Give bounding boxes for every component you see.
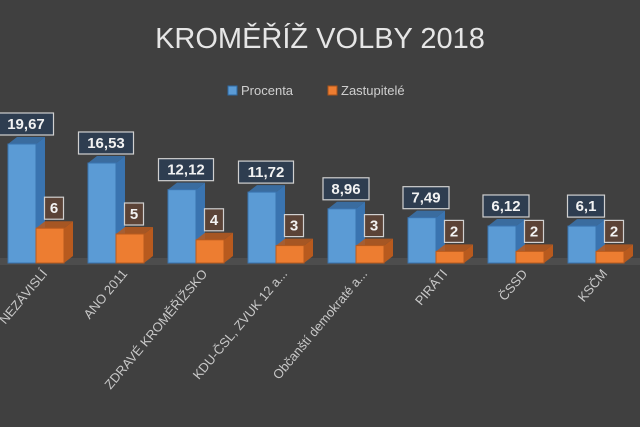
data-label: 11,72: [248, 164, 285, 181]
bar-front: [247, 191, 277, 264]
data-label: 2: [450, 223, 458, 240]
bar-top: [568, 219, 605, 227]
bar-zastupitelé: [115, 227, 153, 264]
bar-top: [436, 244, 473, 252]
data-label-box: [283, 214, 305, 238]
bar-front: [167, 189, 197, 264]
bar-top: [196, 232, 233, 240]
data-label-box: [237, 160, 295, 184]
bar-front: [487, 225, 517, 264]
data-label: 2: [530, 223, 538, 240]
bar-zastupitelé: [35, 221, 73, 264]
bar-side: [144, 227, 153, 263]
chart-floor: [0, 258, 640, 265]
bar-front: [327, 208, 357, 264]
bar-front: [195, 239, 225, 264]
category-label: NEZÁVISLÍ: [0, 266, 51, 327]
bar-side: [464, 244, 473, 263]
category-label: ANO 2011: [80, 266, 130, 321]
data-label: 3: [290, 218, 298, 235]
bar-front: [355, 245, 385, 264]
bar-top: [36, 221, 73, 229]
bar-zastupitelé: [195, 232, 233, 264]
bar-side: [304, 238, 313, 263]
bar-front: [515, 250, 545, 264]
bar-top: [356, 238, 393, 246]
data-label: 16,53: [87, 135, 125, 152]
data-label: 12,12: [167, 162, 205, 179]
data-label: 3: [370, 218, 378, 235]
data-label-box: [566, 194, 606, 218]
data-label-box: [363, 214, 385, 238]
data-label-box: [482, 194, 530, 218]
bar-top: [596, 244, 633, 252]
bar-zastupitelé: [275, 238, 313, 264]
bar-zastupitelé: [355, 238, 393, 264]
category-label: PIRÁTI: [412, 266, 450, 308]
bar-side: [64, 221, 73, 263]
bar-top: [116, 227, 153, 234]
legend-swatch-procenta: [227, 85, 238, 96]
bar-zastupitelé: [595, 244, 633, 264]
bar-front: [115, 233, 145, 264]
data-label: 6,1: [576, 198, 597, 215]
bar-side: [624, 244, 633, 263]
data-label-box: [157, 158, 215, 182]
legend-label-zastupitele: Zastupitelé: [341, 83, 405, 98]
bar-front: [435, 250, 465, 264]
bar-side: [384, 238, 393, 263]
data-label: 2: [610, 223, 618, 240]
data-label-box: [203, 208, 225, 232]
data-label-box: [523, 219, 545, 243]
data-label: 7,49: [411, 190, 440, 207]
data-label: 5: [130, 206, 138, 223]
data-label: 6: [50, 200, 58, 217]
bar-front: [87, 162, 117, 264]
bar-side: [224, 232, 233, 263]
bar-procenta: [327, 201, 365, 264]
data-label: 4: [210, 212, 219, 229]
bar-top: [168, 182, 205, 190]
bar-procenta: [247, 185, 285, 264]
bar-top: [488, 218, 525, 226]
data-label-box: [402, 186, 450, 210]
bar-top: [328, 201, 365, 209]
bar-top: [88, 155, 125, 163]
bar-front: [275, 245, 305, 264]
chart-title: KROMĚŘÍŽ VOLBY 2018: [155, 22, 485, 55]
data-label-box: [443, 219, 465, 243]
bar-front: [35, 227, 65, 264]
bar-procenta: [567, 219, 605, 264]
bar-top: [408, 210, 445, 218]
category-label: KSČM: [575, 266, 611, 304]
category-label: ČSSD: [496, 266, 531, 303]
bar-front: [567, 225, 597, 264]
data-label-box: [0, 112, 55, 136]
bar-front: [7, 143, 37, 264]
legend-swatch-zastupitele: [327, 85, 338, 96]
data-label: 19,67: [7, 116, 45, 133]
data-label-box: [77, 131, 135, 155]
bar-top: [516, 244, 553, 252]
data-label-box: [322, 177, 370, 201]
bar-zastupitelé: [435, 244, 473, 264]
data-label-box: [123, 202, 145, 226]
category-label: Občanští demokraté a...: [270, 266, 371, 382]
bar-top: [248, 185, 285, 193]
bar-front: [407, 217, 437, 264]
data-label: 8,96: [331, 181, 360, 198]
data-label: 6,12: [491, 198, 520, 215]
data-label-box: [43, 196, 65, 220]
bar-side: [544, 244, 553, 263]
bar-top: [276, 238, 313, 246]
data-label-box: [603, 219, 625, 243]
bar-top: [8, 136, 45, 144]
legend-label-procenta: Procenta: [241, 83, 294, 98]
bar-zastupitelé: [515, 244, 553, 264]
bar-front: [595, 250, 625, 264]
